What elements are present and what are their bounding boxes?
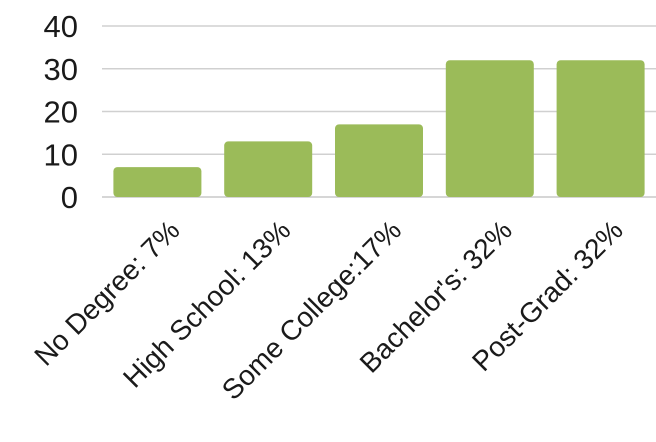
bar (445, 60, 534, 198)
y-tick-label: 20 (44, 95, 78, 130)
x-axis-labels: No Degree: 7%High School: 13%Some Colleg… (28, 214, 628, 405)
bar (113, 167, 202, 197)
bars (113, 60, 645, 198)
y-tick-label: 40 (44, 9, 78, 44)
bar (335, 124, 423, 197)
y-tick-label: 10 (44, 137, 78, 172)
y-axis-ticks: 0 10 20 30 40 (44, 9, 78, 215)
bar (556, 60, 645, 198)
y-tick-label: 0 (61, 180, 78, 215)
y-tick-label: 30 (44, 52, 78, 87)
bar (224, 141, 313, 197)
